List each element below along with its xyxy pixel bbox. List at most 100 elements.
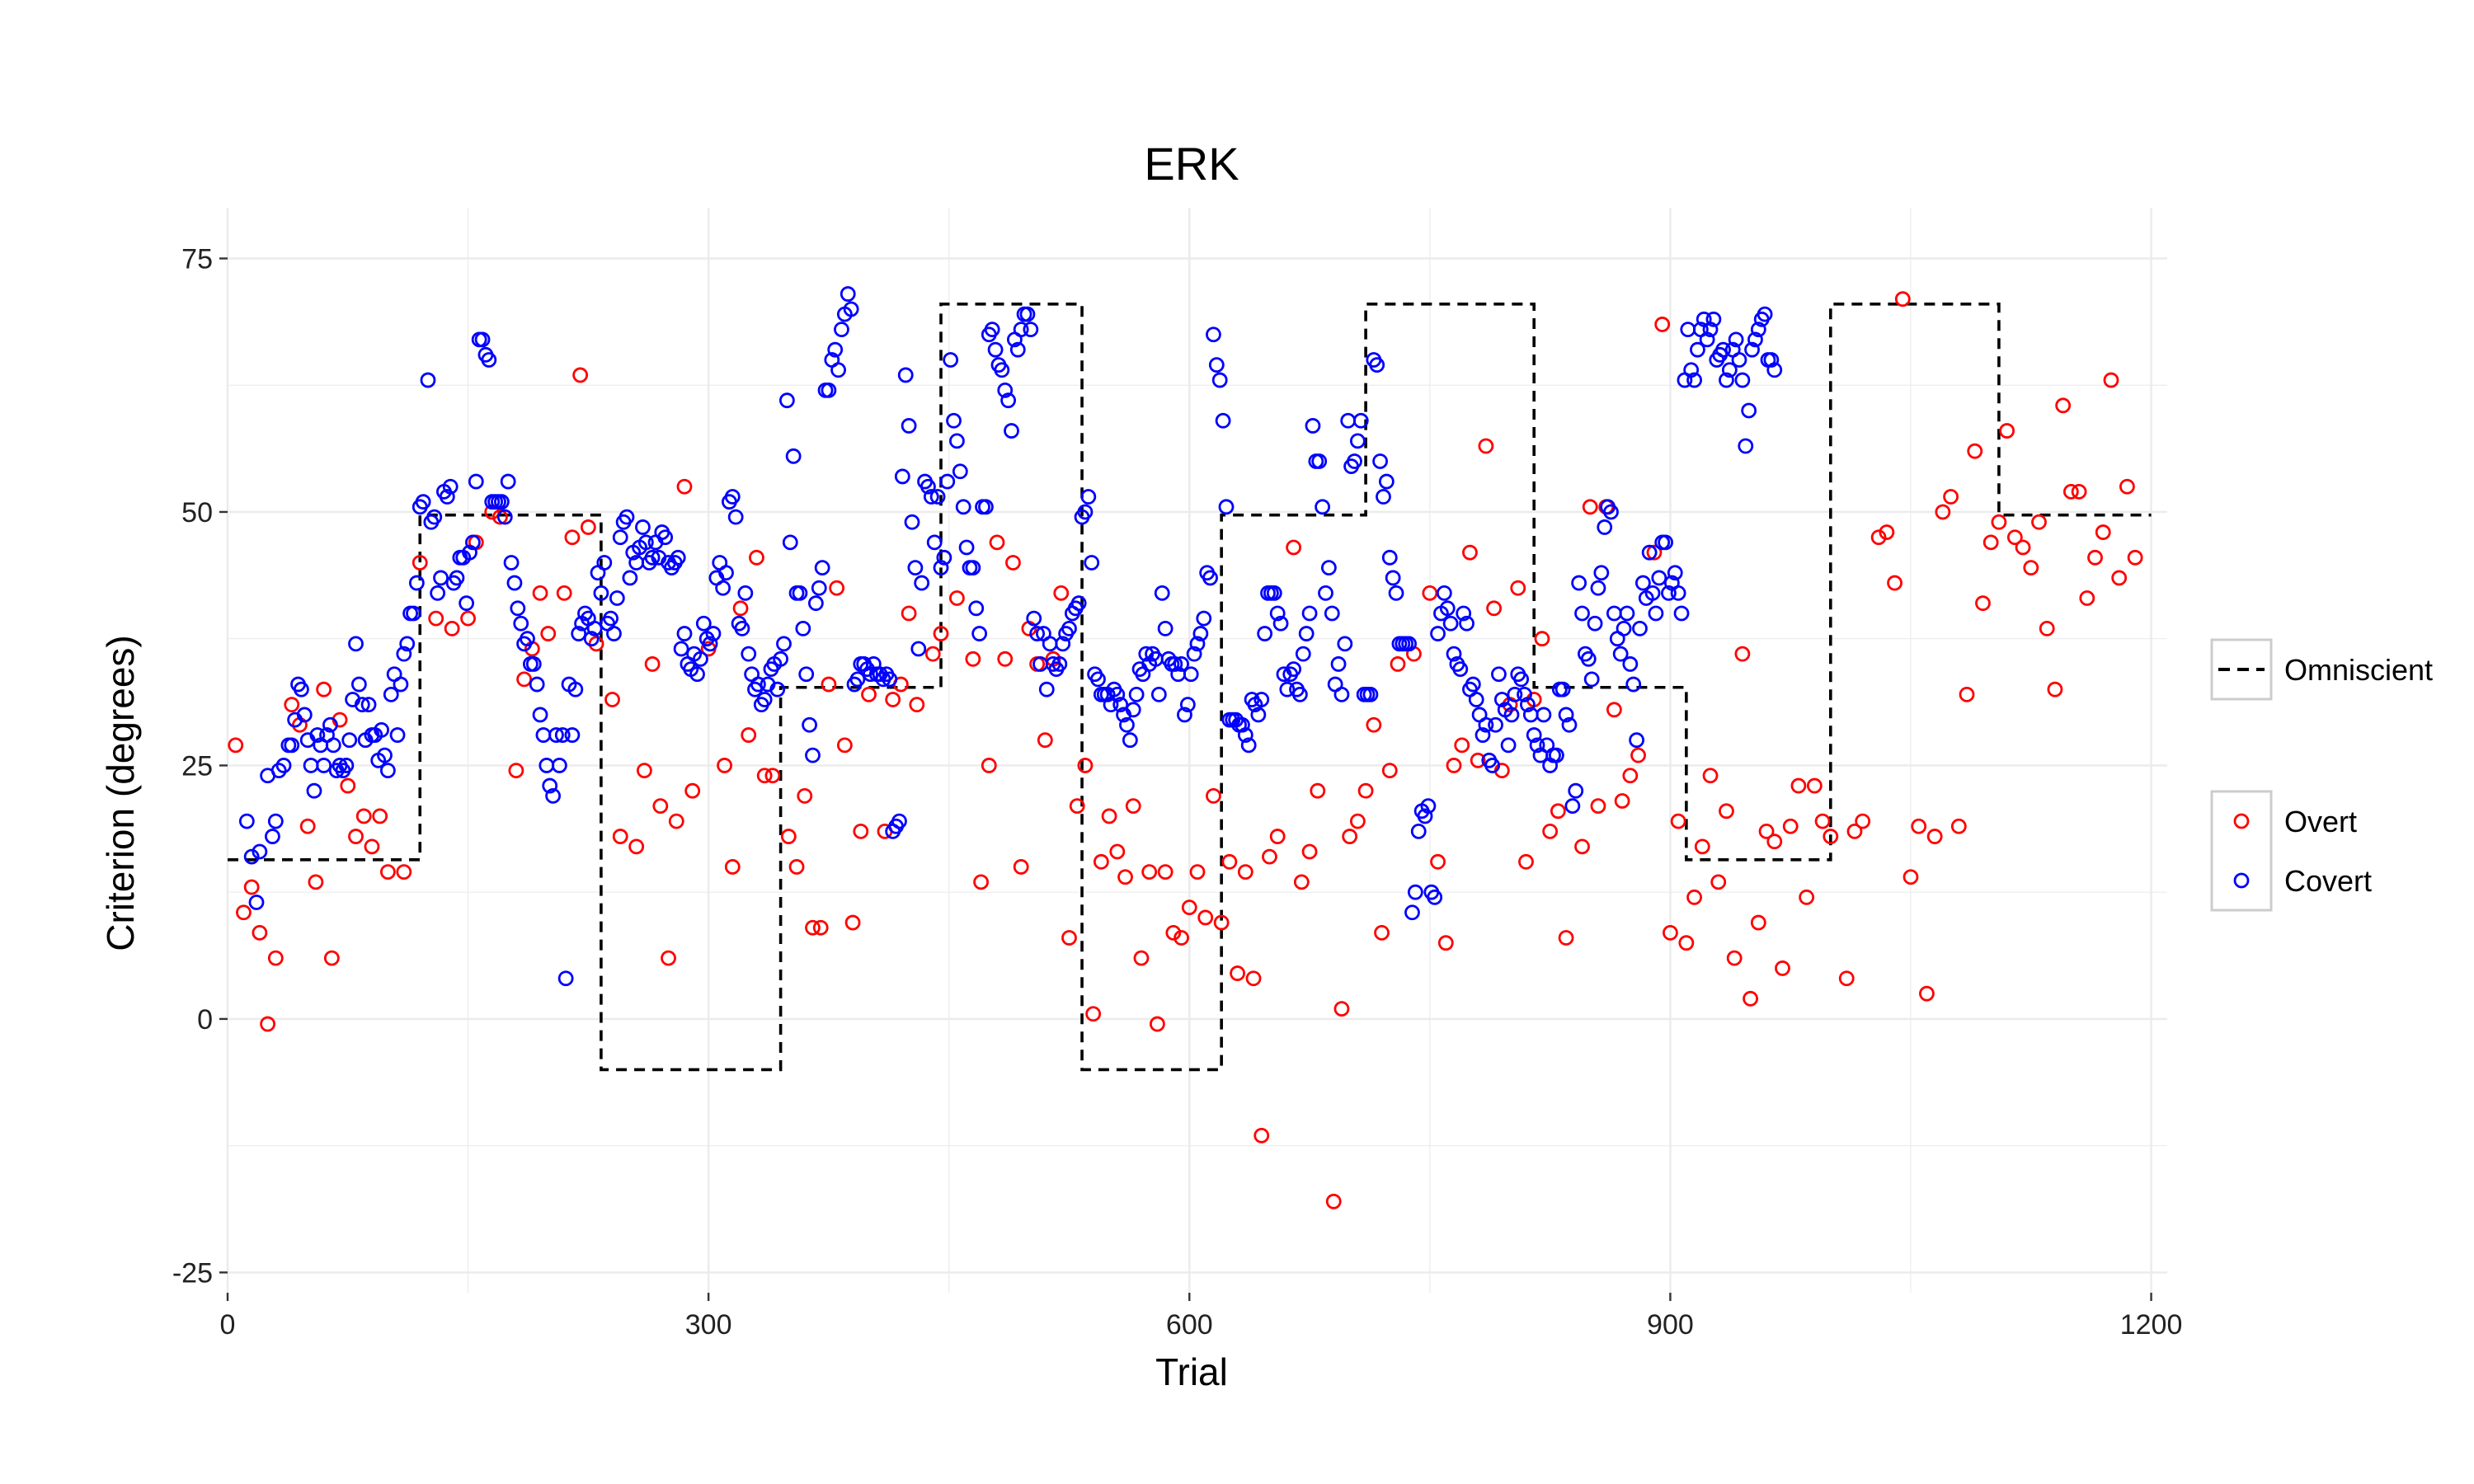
overt-point — [997, 650, 1014, 667]
covert-point — [1013, 322, 1029, 337]
covert-point — [1388, 585, 1404, 601]
covert-point — [396, 646, 412, 662]
covert-point — [1721, 362, 1738, 378]
overt-point — [805, 919, 821, 936]
covert-point — [1009, 341, 1026, 358]
covert-point — [1311, 453, 1328, 469]
overt-point — [1005, 555, 1021, 571]
grid — [226, 208, 2167, 1293]
y-tick-label: -25 — [172, 1257, 213, 1289]
covert-point — [1154, 585, 1170, 601]
covert-point — [782, 534, 798, 551]
covert-point — [1186, 646, 1202, 662]
covert-point — [676, 626, 693, 641]
covert-point — [1122, 732, 1138, 749]
covert-point — [1686, 372, 1702, 388]
overt-point — [836, 737, 853, 754]
overt-point — [1430, 853, 1446, 870]
overt-point — [1213, 914, 1230, 931]
covert-point — [548, 727, 564, 743]
overt-point — [1253, 1127, 1270, 1144]
covert-point — [741, 646, 757, 662]
covert-point — [1128, 686, 1145, 702]
overt-point — [1799, 889, 1815, 905]
covert-point — [1337, 636, 1353, 652]
covert-point — [393, 676, 409, 693]
overt-point — [460, 610, 476, 627]
overt-point — [299, 818, 316, 834]
covert-point — [1587, 615, 1603, 632]
covert-point — [821, 382, 837, 398]
covert-point — [1568, 782, 1584, 799]
covert-point — [734, 621, 750, 636]
omniscient-line — [228, 303, 2152, 1072]
covert-point — [265, 829, 280, 844]
covert-point — [910, 641, 927, 657]
covert-point — [1286, 661, 1302, 678]
overt-point — [1374, 924, 1390, 941]
overt-point — [741, 727, 757, 743]
overt-point — [661, 950, 676, 966]
covert-point — [442, 478, 459, 495]
overt-point — [1606, 702, 1622, 718]
covert-point — [1211, 372, 1228, 388]
covert-point — [500, 473, 516, 490]
covert-point — [1019, 306, 1036, 322]
covert-point — [545, 787, 561, 804]
covert-point — [252, 843, 268, 860]
covert-point — [1378, 473, 1395, 490]
overt-point — [636, 763, 652, 778]
covert-point — [1673, 605, 1690, 622]
covert-point — [1719, 372, 1734, 388]
covert-point — [952, 463, 968, 480]
overt-point — [1654, 317, 1671, 332]
covert-point — [773, 650, 789, 667]
covert-point — [551, 758, 567, 773]
overt-point — [1702, 768, 1719, 784]
covert-point — [1320, 560, 1337, 576]
overt-point — [1325, 1193, 1342, 1209]
overt-point — [2031, 514, 2047, 530]
overt-point — [1093, 853, 1109, 870]
covert-point — [1619, 605, 1635, 622]
covert-point — [1683, 362, 1700, 378]
covert-point — [1670, 585, 1686, 601]
x-tick-label: 600 — [1166, 1309, 1213, 1341]
y-tick-label: 0 — [197, 1004, 213, 1036]
overt-point — [2062, 483, 2079, 500]
overt-point — [612, 829, 628, 844]
overt-point — [316, 681, 332, 697]
overt-point — [1333, 1001, 1350, 1017]
covert-point — [383, 686, 399, 702]
overt-point — [1846, 823, 1863, 839]
overt-point — [1390, 656, 1406, 672]
covert-point — [1420, 798, 1437, 815]
covert-point — [1699, 331, 1715, 348]
covert-point — [657, 529, 674, 546]
covert-point — [926, 534, 943, 551]
overt-point — [1077, 758, 1094, 773]
overt-point — [973, 874, 989, 890]
covert-point — [840, 286, 856, 302]
overt-point — [949, 590, 965, 606]
covert-point — [1452, 661, 1469, 678]
covert-point — [1580, 650, 1597, 667]
covert-point — [503, 555, 520, 571]
covert-point — [433, 570, 449, 586]
covert-point — [1349, 433, 1366, 449]
covert-point — [532, 707, 548, 723]
covert-point — [1690, 341, 1705, 358]
covert-point — [1318, 585, 1333, 601]
legend-overt-marker — [2233, 813, 2250, 829]
overt-point — [396, 864, 412, 880]
covert-point — [644, 549, 661, 566]
covert-point — [978, 499, 994, 515]
covert-point — [901, 418, 917, 434]
covert-point — [1004, 423, 1019, 439]
covert-point — [1493, 692, 1510, 707]
covert-point — [635, 519, 651, 535]
covert-point — [1574, 605, 1590, 622]
covert-point — [525, 656, 542, 672]
covert-point — [802, 716, 817, 733]
overt-point — [532, 585, 548, 601]
